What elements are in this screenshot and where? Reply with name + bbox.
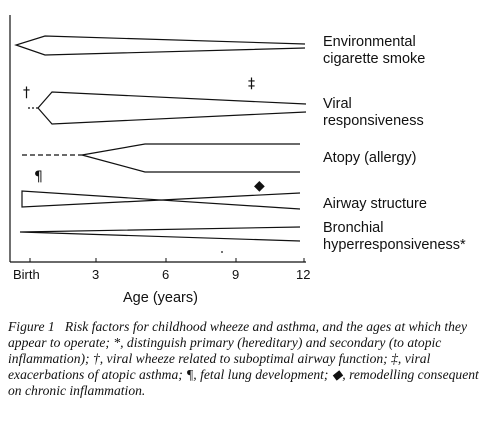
factor-label-line: Atopy (allergy) xyxy=(323,150,417,166)
factor-label-line: responsiveness xyxy=(323,113,424,129)
x-tick-label-birth: Birth xyxy=(13,267,40,282)
x-axis-title: Age (years) xyxy=(123,290,198,306)
figure-caption: Figure 1 Risk factors for childhood whee… xyxy=(8,319,494,399)
factor-label-line: Viral xyxy=(323,96,352,112)
dagger-marker: † xyxy=(23,85,30,101)
factor-label-line: Bronchial xyxy=(323,220,384,236)
x-tick-label-12: 12 xyxy=(296,267,311,282)
axis-dot xyxy=(221,251,223,253)
caption-text: Risk factors for childhood wheeze and as… xyxy=(8,319,479,398)
factor-label-bronchial: Bronchial hyperresponsiveness* xyxy=(323,220,466,254)
double-dagger-marker: ‡ xyxy=(248,76,255,92)
x-tick-label-6: 6 xyxy=(162,267,170,282)
factor-label-line: Environmental xyxy=(323,34,416,50)
factor-label-line: Airway structure xyxy=(323,196,427,212)
wedge-bronchial-hyperresponsiveness xyxy=(19,226,301,242)
caption-label: Figure 1 xyxy=(8,319,55,334)
wedge-viral-responsiveness xyxy=(37,91,307,125)
pilcrow-marker: ¶ xyxy=(34,169,43,185)
factor-label-line: hyperresponsiveness* xyxy=(323,237,466,253)
factor-label-viral: Viral responsiveness xyxy=(323,96,424,130)
factor-label-atopy: Atopy (allergy) xyxy=(323,150,416,167)
factor-label-line: cigarette smoke xyxy=(323,51,426,67)
wedge-airway-structure xyxy=(21,190,301,210)
x-tick-label-3: 3 xyxy=(92,267,100,282)
wedge-atopy xyxy=(81,143,300,173)
diamond-marker: ◆ xyxy=(254,178,265,194)
x-tick-label-9: 9 xyxy=(232,267,240,282)
risk-factor-diagram xyxy=(9,15,307,263)
wedge-environmental-smoke xyxy=(14,35,306,56)
factor-label-airway: Airway structure xyxy=(323,196,427,213)
factor-label-smoke: Environmental cigarette smoke xyxy=(323,34,425,68)
